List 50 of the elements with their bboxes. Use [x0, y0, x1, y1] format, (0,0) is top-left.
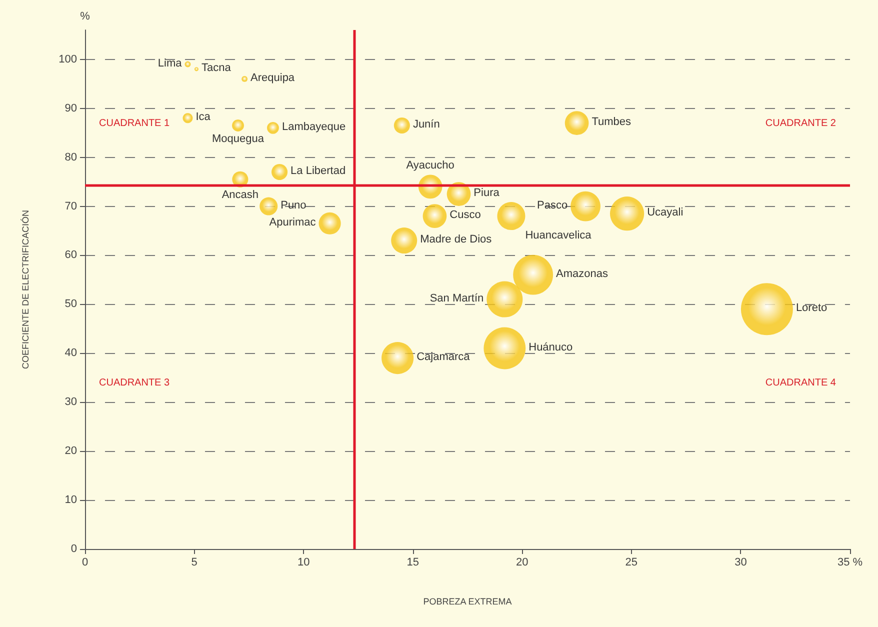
y-tick-label: 90	[64, 102, 77, 114]
annotation: Huancavelica	[525, 230, 592, 242]
y-tick-label: 70	[64, 200, 77, 212]
annotation: Pasco	[537, 199, 568, 212]
annotation: Moquegua	[212, 132, 265, 145]
x-tick-label: 20	[516, 556, 528, 568]
x-tick-label: 5	[191, 556, 198, 568]
annotation: Ayacucho	[406, 159, 454, 172]
annotation: Cajamarca	[416, 351, 471, 364]
x-tick-label: 25	[625, 556, 638, 568]
x-tick-label: 10	[297, 556, 310, 568]
x-tick-label: 15	[406, 556, 419, 568]
annotation: San Martín	[430, 292, 484, 304]
annotation: Tacna	[201, 62, 232, 74]
annotation: Junín	[412, 118, 440, 130]
x-axis-title: POBREZA EXTREMA	[423, 596, 512, 606]
x-tick-label: 30	[734, 556, 747, 568]
annotation: Tumbes	[592, 116, 632, 128]
annotation: Cusco	[450, 209, 481, 222]
annotation: Ancash	[222, 188, 259, 201]
annotation: Lambayeque	[282, 120, 346, 133]
y-tick-label: 10	[64, 494, 77, 506]
annotation: CUADRANTE 4	[765, 377, 836, 388]
annotation: Lima	[158, 57, 183, 70]
annotation: Apurimac	[269, 216, 316, 228]
y-tick-label: 80	[64, 151, 77, 164]
annotation: Arequipa	[250, 72, 296, 84]
annotation: CUADRANTE 3	[99, 377, 170, 388]
annotation: Piura	[474, 187, 500, 200]
y-tick-label: 20	[64, 445, 77, 458]
annotation: La Libertad	[290, 164, 346, 177]
annotation: Huánuco	[528, 341, 573, 354]
text: %	[80, 10, 90, 22]
annotation: Ica	[196, 111, 212, 124]
y-tick-label: 50	[64, 298, 77, 310]
y-axis-title: COEFICIENTE DE ELECTRIFICACIÓN	[20, 210, 30, 370]
annotation: Puno	[280, 199, 306, 212]
y-tick-label: 100	[58, 53, 77, 66]
annotation: Loreto	[796, 302, 828, 314]
y-tick-label: 30	[64, 396, 77, 408]
y-tick-label: 60	[64, 249, 77, 262]
x-tick-label: 0	[82, 556, 88, 568]
annotation: CUADRANTE 2	[765, 118, 836, 129]
y-tick-label: 0	[70, 543, 77, 555]
annotation: Madre de Dios	[420, 234, 492, 246]
annotation: CUADRANTE 1	[99, 118, 170, 129]
annotation: Amazonas	[556, 268, 609, 280]
x-tick-label: 35 %	[837, 556, 863, 568]
annotation: Ucayali	[647, 206, 684, 219]
y-tick-label: 40	[64, 347, 77, 360]
